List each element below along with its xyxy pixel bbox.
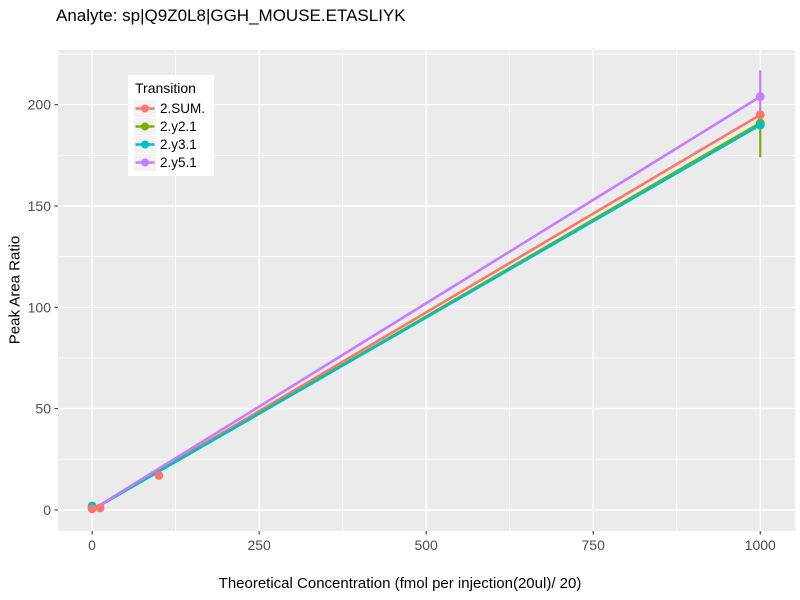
x-tick-label: 1000 <box>745 537 776 553</box>
y-tick-label: 50 <box>35 401 51 417</box>
legend-key-icon <box>134 135 156 153</box>
x-tick-label: 250 <box>247 537 271 553</box>
legend-key-icon <box>134 153 156 171</box>
y-tick-label: 100 <box>28 299 52 315</box>
legend-item-2.y2.1: 2.y2.1 <box>134 117 205 135</box>
legend-item-label: 2.y5.1 <box>160 154 197 170</box>
legend-item-2.y5.1: 2.y5.1 <box>134 153 205 171</box>
legend-key-dot <box>141 158 149 166</box>
x-tick-label: 500 <box>414 537 438 553</box>
legend-item-label: 2.SUM. <box>160 100 206 116</box>
legend-item-label: 2.y3.1 <box>160 136 197 152</box>
x-axis-title: Theoretical Concentration (fmol per inje… <box>218 575 582 592</box>
legend-item-2.y3.1: 2.y3.1 <box>134 135 205 153</box>
y-tick-label: 150 <box>28 198 52 214</box>
legend-item-2.SUM.: 2.SUM. <box>134 99 205 117</box>
data-point-2.y3.1 <box>755 120 765 130</box>
legend: Transition 2.SUM. 2.y2.1 2.y3.1 2.y5.1 <box>128 75 215 176</box>
legend-key-icon <box>134 117 156 135</box>
regression-line-2.y3.1 <box>91 123 761 512</box>
data-point-2.SUM. <box>154 471 164 480</box>
y-tick-label: 0 <box>43 502 51 518</box>
legend-items: 2.SUM. 2.y2.1 2.y3.1 2.y5.1 <box>134 99 205 171</box>
data-point-2.SUM. <box>95 503 105 513</box>
x-tick-label: 0 <box>88 537 96 553</box>
legend-key-dot <box>141 104 149 112</box>
regression-line-2.y5.1 <box>91 95 761 512</box>
legend-key-dot <box>141 140 149 148</box>
legend-item-label: 2.y2.1 <box>160 118 197 134</box>
legend-key-icon <box>134 99 156 117</box>
data-point-2.SUM. <box>755 110 765 120</box>
y-tick-label: 200 <box>28 97 52 113</box>
data-point-2.y5.1 <box>755 92 765 102</box>
legend-key-dot <box>141 122 149 130</box>
x-tick-label: 750 <box>582 537 606 553</box>
y-axis-title: Peak Area Ratio <box>6 235 24 345</box>
data-point-2.SUM. <box>87 504 97 514</box>
chart-title: Analyte: sp|Q9Z0L8|GGH_MOUSE.ETASLIYK <box>56 6 406 25</box>
legend-title: Transition <box>135 80 196 96</box>
